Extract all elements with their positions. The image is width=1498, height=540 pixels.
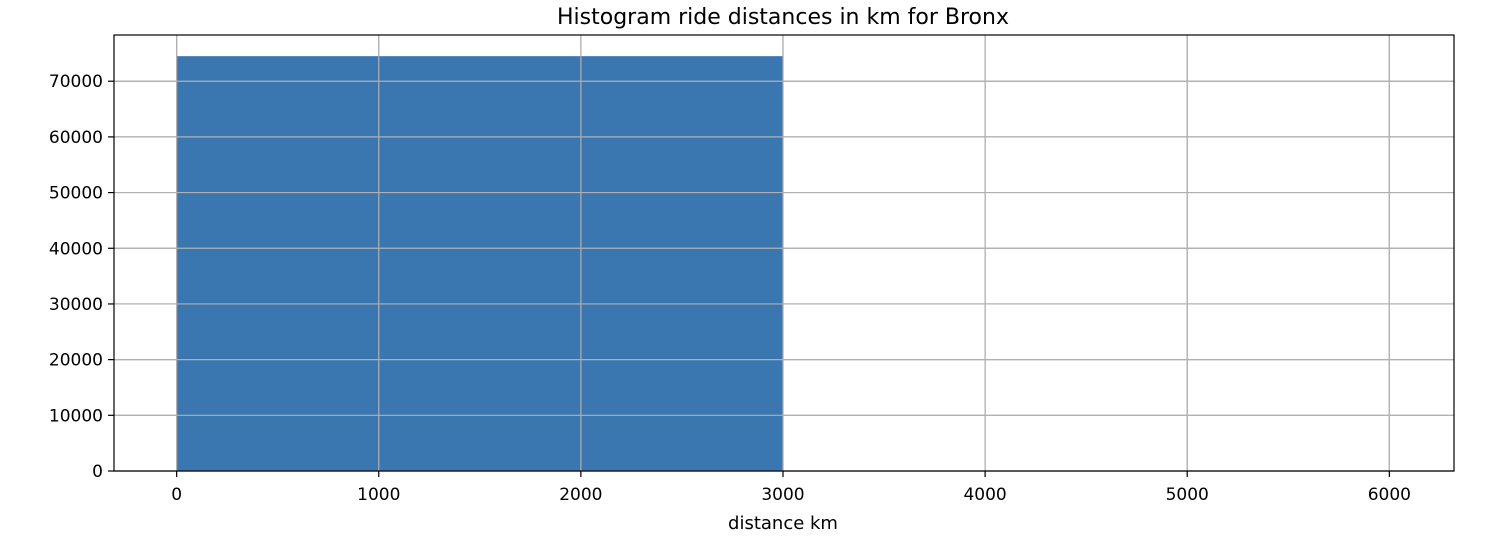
y-tick-label: 40000 — [49, 239, 103, 259]
chart-title: Histogram ride distances in km for Bronx — [557, 5, 1009, 30]
histogram-bar — [176, 56, 783, 472]
y-tick-label: 60000 — [49, 128, 103, 148]
y-tick-label: 70000 — [49, 72, 103, 92]
x-tick-label: 6000 — [1368, 485, 1411, 505]
x-axis-ticks: 0 1000 2000 3000 4000 5000 6000 — [171, 471, 1411, 505]
y-tick-label: 20000 — [49, 351, 103, 371]
y-tick-label: 0 — [92, 462, 103, 482]
y-tick-label: 50000 — [49, 184, 103, 204]
x-tick-label: 1000 — [357, 485, 400, 505]
plot-frame — [113, 34, 1455, 472]
bars — [176, 56, 783, 472]
x-tick-label: 0 — [171, 485, 182, 505]
x-tick-label: 4000 — [963, 485, 1006, 505]
y-tick-label: 30000 — [49, 295, 103, 315]
y-axis-ticks: 0 10000 20000 30000 40000 50000 60000 70000 — [49, 72, 114, 482]
x-tick-label: 5000 — [1166, 485, 1209, 505]
x-tick-label: 3000 — [761, 485, 804, 505]
y-tick-label: 10000 — [49, 406, 103, 426]
x-tick-label: 2000 — [559, 485, 602, 505]
x-axis-label: distance km — [728, 513, 838, 534]
